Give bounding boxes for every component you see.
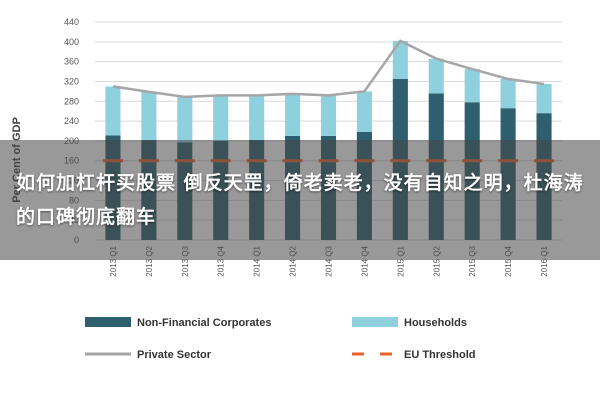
caption-overlay: 如何加杠杆买股票 倒反天罡，倚老卖老，没有自知之明，杜海涛的口碑彻底翻车 (0, 140, 600, 260)
y-tick-label: 360 (64, 57, 79, 67)
households-bar (536, 83, 552, 114)
legend-swatch (352, 317, 398, 327)
legend-swatch (85, 317, 131, 327)
legend: Non-Financial Corporates Households Privat… (85, 317, 476, 361)
x-tick-label: 2015 Q4 (504, 245, 513, 276)
x-tick-label: 2016 Q1 (540, 245, 549, 276)
x-tick-label: 2015 Q2 (432, 245, 441, 276)
households-bar (320, 95, 337, 136)
households-bar (464, 69, 480, 103)
legend-label: Non-Financial Corporates (137, 317, 271, 329)
y-tick-label: 240 (64, 116, 79, 126)
x-tick-label: 2013 Q1 (109, 245, 118, 276)
legend-label: Households (404, 317, 467, 329)
x-tick-label: 2014 Q4 (360, 245, 369, 276)
x-tick-label: 2015 Q3 (468, 245, 477, 276)
x-tick-label: 2013 Q4 (217, 245, 226, 276)
x-tick-label: 2014 Q3 (325, 245, 334, 276)
private-sector-line (112, 39, 545, 99)
households-bar (285, 93, 301, 136)
y-tick-label: 440 (64, 17, 79, 27)
x-tick-label: 2014 Q2 (289, 245, 298, 276)
households-bar (177, 96, 193, 143)
x-axis-labels: 2013 Q1 2013 Q2 2013 Q3 2013 Q4 2014 Q1 2014 … (109, 245, 549, 276)
households-bar (249, 95, 265, 140)
households-bar (213, 95, 229, 141)
x-tick-label: 2013 Q2 (145, 245, 154, 276)
households-bar (392, 40, 408, 79)
y-tick-label: 400 (64, 37, 79, 47)
households-bar (141, 91, 157, 140)
y-tick-label: 320 (64, 76, 79, 86)
households-bar (356, 91, 372, 132)
households-bar (500, 78, 516, 109)
legend-label: Private Sector (137, 349, 212, 361)
y-tick-label: 280 (64, 96, 79, 106)
legend-label: EU Threshold (404, 349, 476, 361)
x-tick-label: 2013 Q3 (181, 245, 190, 276)
households-bar (428, 58, 444, 94)
x-tick-label: 2015 Q1 (396, 245, 405, 276)
households-bar (105, 86, 121, 136)
caption-text: 如何加杠杆买股票 倒反天罡，倚老卖老，没有自知之明，杜海涛的口碑彻底翻车 (16, 172, 584, 228)
x-tick-label: 2014 Q1 (253, 245, 262, 276)
private-sector-line-path (112, 39, 545, 99)
